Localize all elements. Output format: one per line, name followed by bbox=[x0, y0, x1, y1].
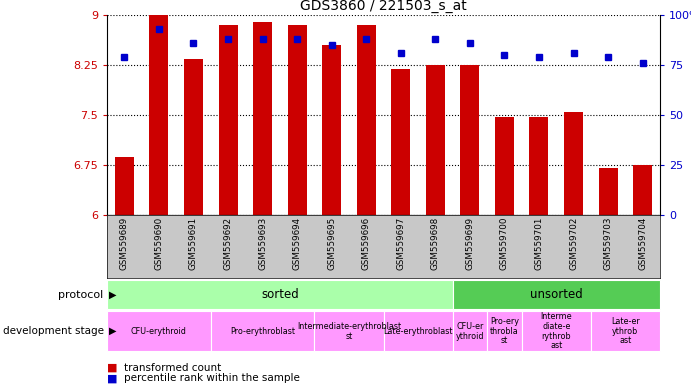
Bar bbox=[253, 22, 272, 215]
Bar bbox=[460, 65, 480, 215]
Text: CFU-er
ythroid: CFU-er ythroid bbox=[455, 322, 484, 341]
Text: Pro-erythroblast: Pro-erythroblast bbox=[230, 327, 295, 336]
Bar bbox=[522, 311, 591, 351]
Text: GSM559702: GSM559702 bbox=[569, 217, 578, 270]
Text: unsorted: unsorted bbox=[530, 288, 583, 301]
Text: Intermediate-erythroblast
st: Intermediate-erythroblast st bbox=[297, 322, 401, 341]
Bar bbox=[357, 25, 376, 215]
Text: GSM559700: GSM559700 bbox=[500, 217, 509, 270]
Text: GSM559692: GSM559692 bbox=[223, 217, 233, 270]
Bar bbox=[453, 280, 660, 309]
Text: GSM559694: GSM559694 bbox=[292, 217, 302, 270]
Text: GSM559691: GSM559691 bbox=[189, 217, 198, 270]
Text: GSM559693: GSM559693 bbox=[258, 217, 267, 270]
Text: sorted: sorted bbox=[261, 288, 299, 301]
Bar bbox=[487, 311, 522, 351]
Title: GDS3860 / 221503_s_at: GDS3860 / 221503_s_at bbox=[300, 0, 467, 13]
Text: Late-er
ythrob
ast: Late-er ythrob ast bbox=[611, 317, 640, 345]
Text: Pro-ery
throbla
st: Pro-ery throbla st bbox=[490, 317, 519, 345]
Text: GSM559698: GSM559698 bbox=[430, 217, 440, 270]
Text: GSM559701: GSM559701 bbox=[534, 217, 544, 270]
Text: GSM559695: GSM559695 bbox=[327, 217, 337, 270]
Text: Interme
diate-e
rythrob
ast: Interme diate-e rythrob ast bbox=[540, 312, 572, 350]
Bar bbox=[184, 59, 203, 215]
Text: ▶: ▶ bbox=[109, 290, 117, 300]
Text: ▶: ▶ bbox=[109, 326, 117, 336]
Bar bbox=[564, 112, 583, 215]
Text: CFU-erythroid: CFU-erythroid bbox=[131, 327, 187, 336]
Text: percentile rank within the sample: percentile rank within the sample bbox=[124, 373, 301, 383]
Bar bbox=[287, 25, 307, 215]
Bar bbox=[633, 165, 652, 215]
Text: GSM559696: GSM559696 bbox=[361, 217, 371, 270]
Bar bbox=[591, 311, 660, 351]
Bar bbox=[218, 25, 238, 215]
Text: GSM559703: GSM559703 bbox=[603, 217, 613, 270]
Text: GSM559689: GSM559689 bbox=[120, 217, 129, 270]
Text: GSM559690: GSM559690 bbox=[154, 217, 164, 270]
Bar bbox=[391, 69, 410, 215]
Bar bbox=[211, 311, 314, 351]
Text: GSM559699: GSM559699 bbox=[465, 217, 475, 270]
Text: development stage: development stage bbox=[3, 326, 104, 336]
Text: protocol: protocol bbox=[59, 290, 104, 300]
Text: GSM559697: GSM559697 bbox=[396, 217, 406, 270]
Bar bbox=[495, 117, 514, 215]
Text: ■: ■ bbox=[107, 363, 117, 373]
Bar bbox=[598, 169, 618, 215]
Bar bbox=[453, 311, 487, 351]
Bar bbox=[384, 311, 453, 351]
Bar bbox=[107, 280, 453, 309]
Bar bbox=[529, 117, 549, 215]
Bar bbox=[107, 311, 211, 351]
Bar bbox=[322, 45, 341, 215]
Bar bbox=[149, 15, 169, 215]
Bar bbox=[115, 157, 134, 215]
Text: Late-erythroblast: Late-erythroblast bbox=[384, 327, 453, 336]
Bar bbox=[314, 311, 384, 351]
Bar bbox=[426, 65, 445, 215]
Text: ■: ■ bbox=[107, 373, 117, 383]
Text: transformed count: transformed count bbox=[124, 363, 222, 373]
Text: GSM559704: GSM559704 bbox=[638, 217, 647, 270]
